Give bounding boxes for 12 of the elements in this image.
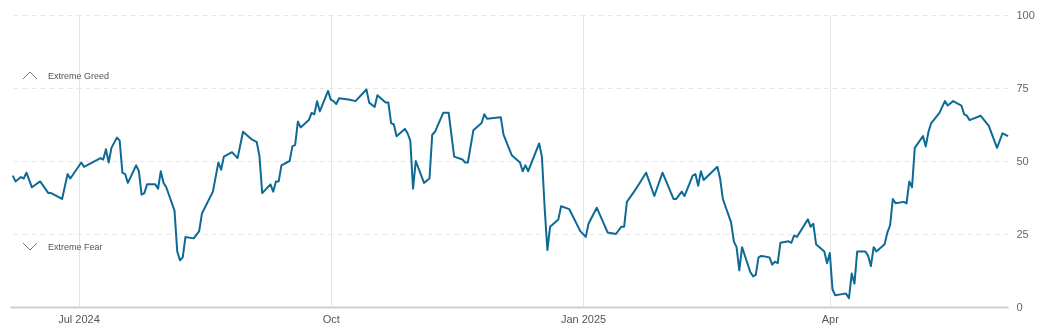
y-tick-label: 25: [1016, 227, 1029, 240]
x-tick-label: Apr: [821, 312, 840, 325]
annotation: Extreme Fear: [48, 242, 103, 252]
x-tick-label: Oct: [322, 312, 340, 325]
x-tick-label: Jan 2025: [560, 312, 607, 325]
y-tick-label: 50: [1016, 154, 1029, 167]
y-tick-label: 75: [1016, 81, 1029, 94]
x-tick-label: Jul 2024: [58, 312, 100, 325]
y-tick-label: 0: [1016, 300, 1023, 313]
annotation: Extreme Greed: [48, 71, 110, 81]
y-tick-label: 100: [1016, 8, 1035, 21]
line-series: [11, 88, 1009, 300]
